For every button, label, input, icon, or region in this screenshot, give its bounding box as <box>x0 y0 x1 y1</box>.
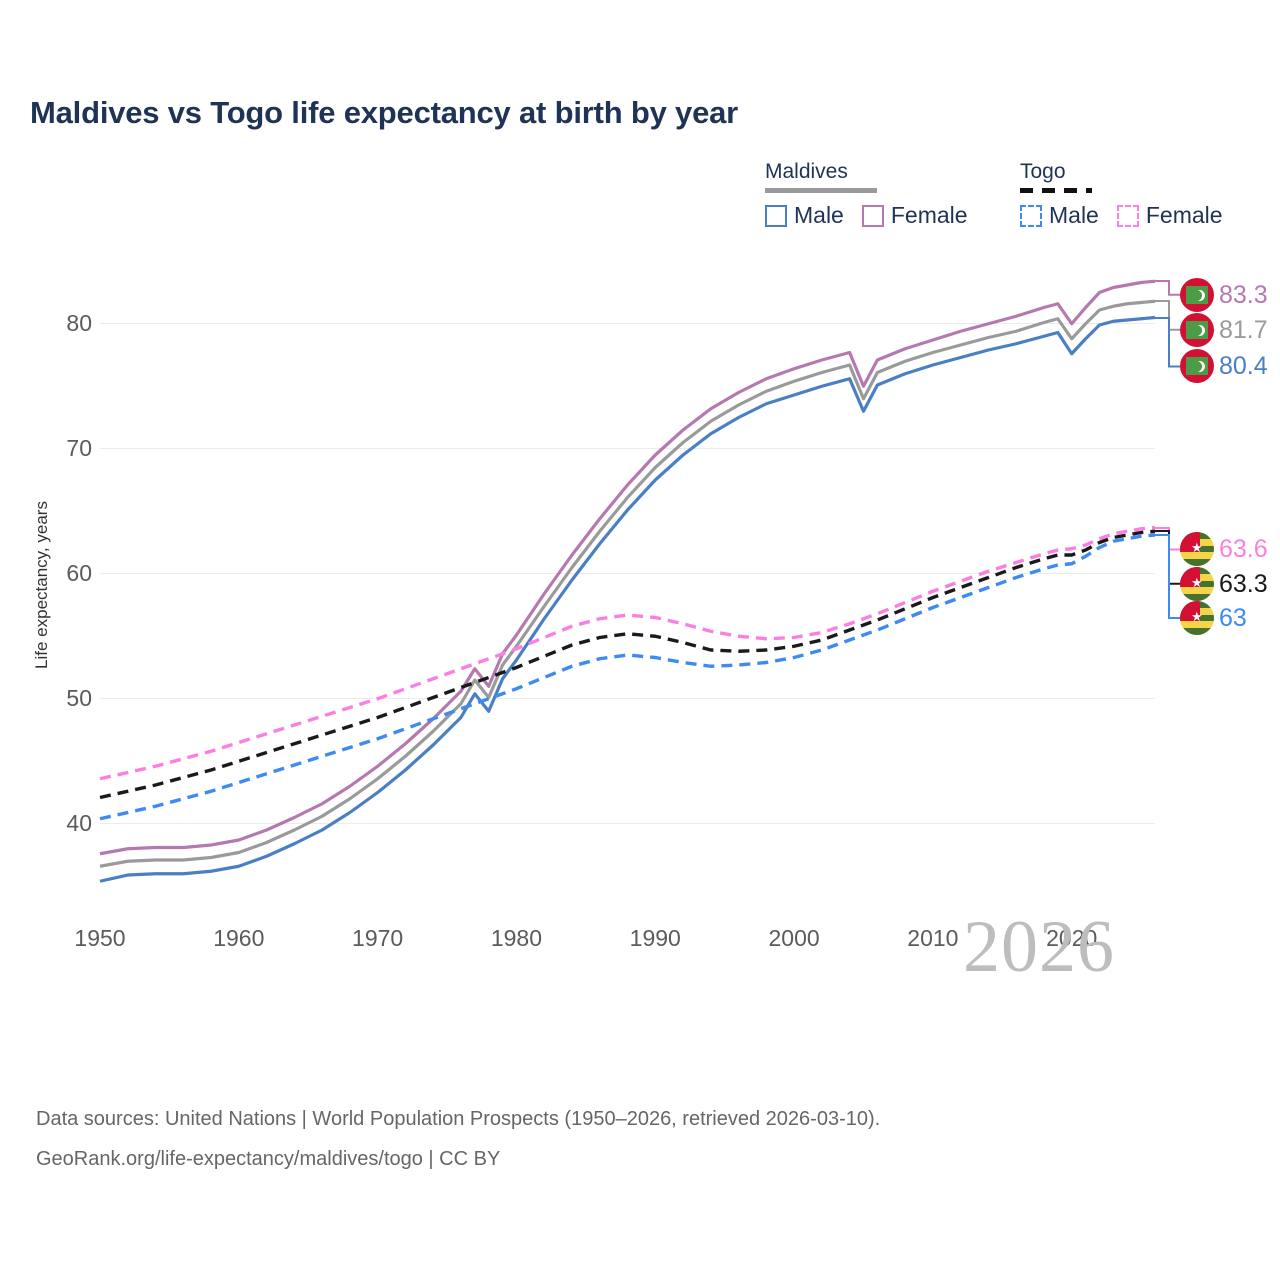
plot-area: Life expectancy, years 40 50 60 70 80 1950 19… <box>32 260 1156 951</box>
legend-swatch-icon <box>861 204 884 227</box>
togo-flag-icon: ★ <box>1180 567 1214 601</box>
end-label-value: 63.6 <box>1219 534 1268 563</box>
series-lines <box>99 279 1156 883</box>
legend-item-label: Female <box>890 202 968 228</box>
legend-item-togo-female[interactable]: Female <box>1116 202 1223 229</box>
legend-item-label: Male <box>1049 202 1099 228</box>
footer-sources-line: Data sources: United Nations | World Pop… <box>36 1108 881 1130</box>
legend-group-title-maldives: Maldives <box>765 160 848 183</box>
end-label-value: 83.3 <box>1219 280 1268 309</box>
series-line <box>99 525 1156 781</box>
legend-rule-solid <box>765 188 877 193</box>
end-label-value: 80.4 <box>1219 351 1268 380</box>
leader-line <box>1155 300 1181 331</box>
series-line <box>99 279 1156 856</box>
y-axis-tick-label: 40 <box>66 809 92 836</box>
gridline <box>100 697 1155 699</box>
y-axis-tick-label: 80 <box>66 309 92 336</box>
end-label-value: 81.7 <box>1219 315 1268 344</box>
x-axis-tick-label: 2010 <box>907 925 959 951</box>
legend-swatch-icon <box>1116 204 1139 227</box>
togo-flag-icon: ★ <box>1180 601 1214 635</box>
leader-line <box>1155 280 1181 296</box>
series-line <box>99 315 1156 883</box>
leader-line <box>1155 316 1181 367</box>
gridline <box>100 572 1155 574</box>
y-axis-tick-label: 70 <box>66 434 92 461</box>
y-axis-tick-label: 50 <box>66 684 92 711</box>
x-axis-tick-label: 2000 <box>768 925 820 951</box>
x-axis-tick-label: 1980 <box>490 925 543 951</box>
maldives-flag-icon <box>1180 313 1214 347</box>
end-label: ★ 63.6 <box>1180 532 1268 566</box>
legend-group-title-togo: Togo <box>1020 160 1066 183</box>
gridline <box>100 447 1155 449</box>
legend-item-maldives-female[interactable]: Female <box>861 202 968 229</box>
y-axis-tick-label: 60 <box>66 559 92 586</box>
legend-swatch-icon <box>765 204 787 227</box>
legend-group-togo: Togo Male Female <box>1020 160 1223 229</box>
x-axis-tick-label: 1950 <box>74 925 126 951</box>
x-axis-tick-label: 1970 <box>352 925 404 951</box>
gridline <box>100 822 1155 824</box>
x-axis-tick-label: 1960 <box>213 925 265 951</box>
year-watermark: 2026 <box>963 906 1115 988</box>
end-label: 83.3 <box>1180 278 1268 312</box>
end-label: ★ 63 <box>1180 601 1247 635</box>
legend-item-togo-male[interactable]: Male <box>1020 202 1099 229</box>
legend-item-label: Male <box>794 202 844 228</box>
footer-attribution-line: GeoRank.org/life-expectancy/maldives/tog… <box>36 1148 501 1170</box>
series-line <box>99 299 1156 868</box>
leader-line <box>1155 534 1181 619</box>
maldives-flag-icon <box>1180 349 1214 383</box>
legend-group-maldives: Maldives Male Female <box>765 160 968 229</box>
legend-item-label: Female <box>1145 202 1223 228</box>
maldives-flag-icon <box>1180 278 1214 312</box>
legend-rule-dashed <box>1020 188 1092 193</box>
page-title: Maldives vs Togo life expectancy at birt… <box>30 95 739 130</box>
end-label: ★ 63.3 <box>1180 567 1268 601</box>
legend-swatch-icon <box>1020 204 1042 227</box>
series-line <box>99 533 1156 821</box>
togo-flag-icon: ★ <box>1180 532 1214 566</box>
gridline <box>100 322 1155 324</box>
legend-item-maldives-male[interactable]: Male <box>765 202 844 229</box>
end-label-value: 63 <box>1219 603 1247 632</box>
x-axis-tick-label: 1990 <box>629 925 681 951</box>
chart-legend: Maldives Male Female Togo Male <box>755 160 1255 235</box>
end-label: 80.4 <box>1180 349 1268 383</box>
end-label-value: 63.3 <box>1219 569 1268 598</box>
series-line <box>99 529 1156 800</box>
x-axis-tick-label: 2020 <box>1046 925 1098 951</box>
end-label: 81.7 <box>1180 313 1268 347</box>
